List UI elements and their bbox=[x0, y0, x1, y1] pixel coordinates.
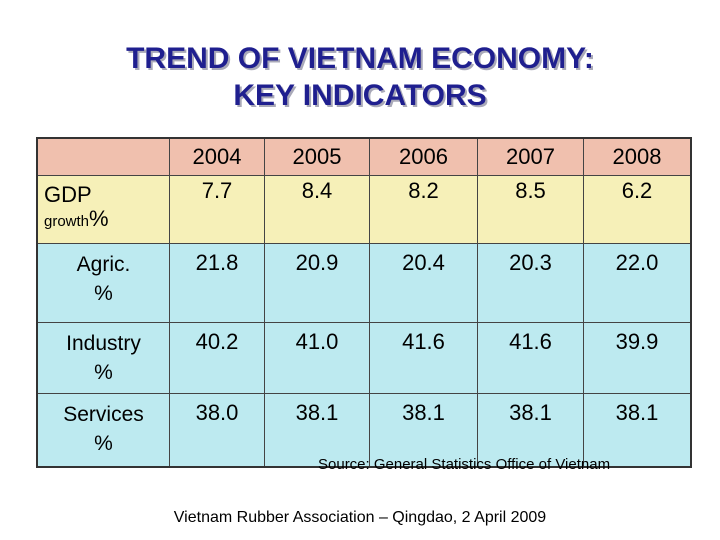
row-label: Agric. bbox=[76, 253, 131, 276]
slide-title: TREND OF VIETNAM ECONOMY: KEY INDICATORS bbox=[0, 40, 720, 114]
year-header-cell: 2005 bbox=[264, 137, 370, 176]
industry-value-cell: 41.0 bbox=[264, 322, 370, 394]
row-label: Industry bbox=[66, 332, 141, 355]
header-corner-cell bbox=[36, 137, 170, 176]
industry-value-cell: 40.2 bbox=[169, 322, 265, 394]
row-label-unit: % bbox=[94, 432, 113, 455]
industry-row: Industry % 40.2 41.0 41.6 41.6 39.9 bbox=[36, 322, 692, 394]
agriculture-row: Agric. % 21.8 20.9 20.4 20.3 22.0 bbox=[36, 243, 692, 323]
gdp-value-cell: 6.2 bbox=[583, 175, 692, 244]
agriculture-value-cell: 21.8 bbox=[169, 243, 265, 323]
row-label: Services bbox=[63, 403, 144, 426]
gdp-value-cell: 8.5 bbox=[477, 175, 584, 244]
agriculture-value-cell: 20.3 bbox=[477, 243, 584, 323]
services-value-cell: 38.1 bbox=[583, 393, 692, 468]
indicators-table: 2004 2005 2006 2007 2008 GDP growth% 7.7… bbox=[36, 137, 692, 468]
source-note: Source: General Statistics Office of Vie… bbox=[318, 456, 611, 473]
year-header-cell: 2008 bbox=[583, 137, 692, 176]
agriculture-value-cell: 22.0 bbox=[583, 243, 692, 323]
row-label-unit: % bbox=[94, 361, 113, 384]
industry-value-cell: 41.6 bbox=[477, 322, 584, 394]
agriculture-value-cell: 20.4 bbox=[369, 243, 478, 323]
gdp-value-cell: 8.4 bbox=[264, 175, 370, 244]
gdp-unit: % bbox=[89, 206, 109, 231]
gdp-label-cell: GDP growth% bbox=[36, 175, 170, 244]
slide-footer: Vietnam Rubber Association – Qingdao, 2 … bbox=[173, 509, 547, 526]
year-header-cell: 2007 bbox=[477, 137, 584, 176]
services-row: Services % 38.0 38.1 38.1 38.1 38.1 bbox=[36, 393, 692, 468]
gdp-sublabel-text: growth bbox=[44, 213, 90, 230]
industry-label-cell: Industry % bbox=[36, 322, 170, 394]
title-line-2: KEY INDICATORS bbox=[233, 79, 487, 112]
services-value-cell: 38.1 bbox=[477, 393, 584, 468]
agriculture-label-cell: Agric. % bbox=[36, 243, 170, 323]
gdp-value-cell: 8.2 bbox=[369, 175, 478, 244]
gdp-value-cell: 7.7 bbox=[169, 175, 265, 244]
services-label-cell: Services % bbox=[36, 393, 170, 468]
services-value-cell: 38.0 bbox=[169, 393, 265, 468]
title-line-1: TREND OF VIETNAM ECONOMY: bbox=[126, 42, 594, 75]
services-value-cell: 38.1 bbox=[369, 393, 478, 468]
year-header-row: 2004 2005 2006 2007 2008 bbox=[36, 137, 692, 176]
industry-value-cell: 41.6 bbox=[369, 322, 478, 394]
industry-value-cell: 39.9 bbox=[583, 322, 692, 394]
gdp-label: GDP bbox=[44, 182, 92, 207]
row-label-unit: % bbox=[94, 282, 113, 305]
gdp-growth-row: GDP growth% 7.7 8.4 8.2 8.5 6.2 bbox=[36, 175, 692, 244]
year-header-cell: 2004 bbox=[169, 137, 265, 176]
gdp-sublabel: growth% bbox=[38, 208, 169, 233]
agriculture-value-cell: 20.9 bbox=[264, 243, 370, 323]
year-header-cell: 2006 bbox=[369, 137, 478, 176]
